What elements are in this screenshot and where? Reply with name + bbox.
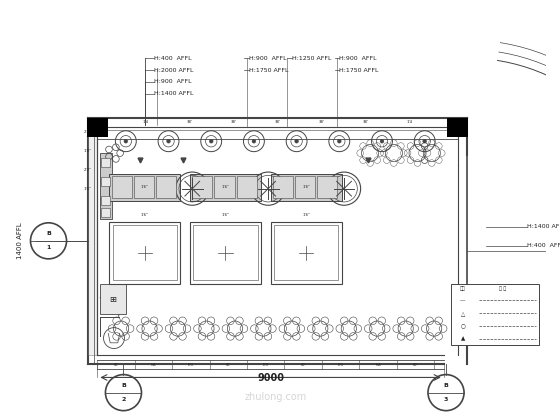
Bar: [101, 158, 110, 167]
Bar: [317, 176, 337, 198]
Circle shape: [252, 139, 256, 143]
Bar: [447, 118, 468, 137]
Circle shape: [295, 139, 298, 143]
Text: 3: 3: [444, 397, 448, 402]
Text: 80': 80': [226, 362, 231, 367]
Text: B: B: [121, 383, 126, 388]
Text: 1400 AFFL: 1400 AFFL: [17, 223, 23, 259]
Text: 38': 38': [231, 120, 237, 123]
Bar: [214, 176, 235, 198]
Circle shape: [124, 139, 128, 143]
Text: 名 称: 名 称: [500, 286, 507, 291]
Circle shape: [423, 139, 427, 143]
Text: H:400  AFFL: H:400 AFFL: [155, 56, 192, 61]
Text: F/A: F/A: [375, 362, 381, 367]
Circle shape: [380, 139, 384, 143]
Bar: [270, 222, 342, 284]
Text: B: B: [444, 383, 449, 388]
Text: E/O: E/O: [188, 362, 194, 367]
Text: 1'6": 1'6": [84, 186, 92, 191]
Text: H:900  AFFL: H:900 AFFL: [249, 56, 287, 61]
Text: ▲: ▲: [460, 336, 465, 341]
Text: 38': 38': [187, 120, 193, 123]
Text: H:1400 AFFL: H:1400 AFFL: [526, 224, 560, 229]
Text: E/O: E/O: [338, 362, 344, 367]
Text: ⊞: ⊞: [109, 295, 116, 304]
Text: H:900  AFFL: H:900 AFFL: [339, 56, 377, 61]
Bar: [87, 118, 108, 137]
Text: 1'6": 1'6": [222, 213, 230, 217]
Bar: [193, 225, 258, 280]
Bar: [100, 153, 111, 220]
Text: 2'4": 2'4": [84, 130, 92, 134]
Text: F/A: F/A: [151, 362, 156, 367]
Text: 38': 38': [362, 120, 368, 123]
Text: B: B: [46, 231, 51, 236]
Text: —: —: [460, 298, 465, 303]
Bar: [88, 127, 97, 354]
Text: 1'6": 1'6": [302, 213, 310, 217]
Text: 1'6": 1'6": [302, 185, 310, 189]
Bar: [101, 196, 110, 205]
Bar: [101, 177, 110, 186]
Bar: [295, 176, 315, 198]
Bar: [100, 284, 126, 314]
Bar: [113, 225, 177, 280]
Text: 38': 38': [99, 120, 105, 123]
Circle shape: [209, 139, 213, 143]
Text: 1'4: 1'4: [406, 120, 412, 123]
Text: H:1250 AFFL: H:1250 AFFL: [292, 56, 332, 61]
Bar: [101, 207, 110, 217]
Text: 1: 1: [46, 245, 51, 250]
Text: △: △: [460, 311, 465, 316]
Text: H:1750 AFFL: H:1750 AFFL: [249, 68, 288, 73]
Circle shape: [337, 139, 341, 143]
Bar: [192, 176, 212, 198]
Bar: [190, 174, 261, 200]
Text: 1'6": 1'6": [141, 185, 149, 189]
Text: 2'2": 2'2": [84, 168, 92, 172]
Bar: [236, 176, 256, 198]
Text: 38': 38': [274, 120, 281, 123]
Text: 38': 38': [319, 120, 325, 123]
Text: 9000: 9000: [257, 373, 284, 383]
Text: 80': 80': [301, 362, 306, 367]
Text: zhulong.com: zhulong.com: [244, 392, 306, 402]
Bar: [190, 222, 261, 284]
Text: H:2000 AFFL: H:2000 AFFL: [155, 68, 194, 73]
Text: 1'4: 1'4: [143, 120, 149, 123]
Bar: [109, 222, 180, 284]
Text: 1'6": 1'6": [222, 185, 230, 189]
Circle shape: [167, 139, 170, 143]
Text: H:400  AFFL: H:400 AFFL: [526, 243, 560, 248]
Text: 1'8": 1'8": [84, 149, 92, 153]
Bar: [270, 174, 342, 200]
Text: H:900  AFFL: H:900 AFFL: [155, 79, 192, 84]
Bar: [109, 174, 180, 200]
Text: H:1400 AFFL: H:1400 AFFL: [155, 91, 194, 96]
Text: 80': 80': [413, 362, 418, 367]
Text: E/O: E/O: [263, 362, 269, 367]
Text: 符号: 符号: [460, 286, 465, 291]
Bar: [273, 176, 293, 198]
Bar: [274, 225, 338, 280]
Bar: [451, 284, 539, 345]
Bar: [111, 176, 132, 198]
Bar: [134, 176, 154, 198]
Text: 1'6": 1'6": [141, 213, 149, 217]
Text: 80': 80': [113, 362, 119, 367]
Text: 2: 2: [122, 397, 125, 402]
Bar: [156, 176, 176, 198]
Text: ○: ○: [460, 323, 465, 328]
Text: H:1750 AFFL: H:1750 AFFL: [339, 68, 379, 73]
Text: 35': 35': [450, 120, 456, 123]
